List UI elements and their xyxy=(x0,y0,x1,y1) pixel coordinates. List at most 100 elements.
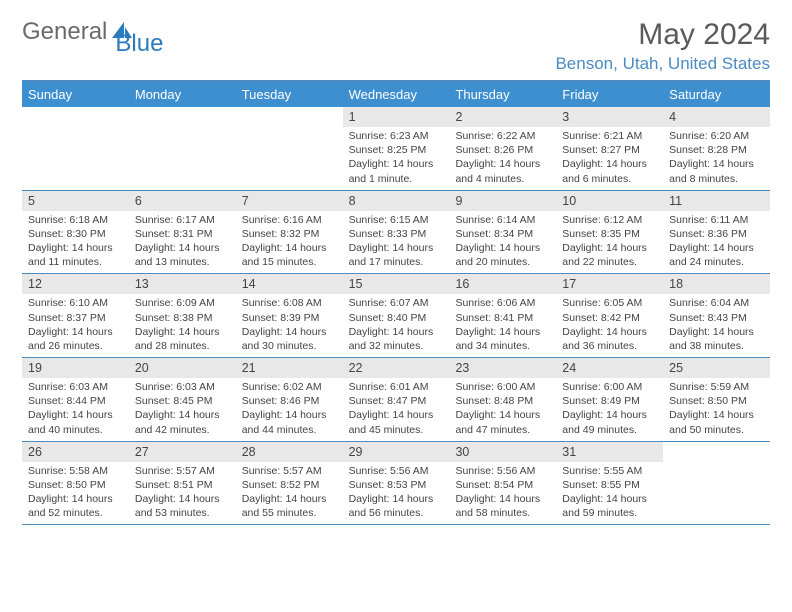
day-details: Sunrise: 5:55 AMSunset: 8:55 PMDaylight:… xyxy=(556,462,663,525)
day-empty xyxy=(22,107,129,190)
sunset-line: Sunset: 8:30 PM xyxy=(28,227,123,241)
daylight-line: Daylight: 14 hours and 1 minute. xyxy=(349,157,444,185)
sunset-line: Sunset: 8:25 PM xyxy=(349,143,444,157)
day-details: Sunrise: 6:10 AMSunset: 8:37 PMDaylight:… xyxy=(22,294,129,357)
sunrise-line: Sunrise: 6:16 AM xyxy=(242,213,337,227)
day-number: 4 xyxy=(663,107,770,127)
daylight-line: Daylight: 14 hours and 30 minutes. xyxy=(242,325,337,353)
daylight-line: Daylight: 14 hours and 24 minutes. xyxy=(669,241,764,269)
sunset-line: Sunset: 8:28 PM xyxy=(669,143,764,157)
daylight-line: Daylight: 14 hours and 40 minutes. xyxy=(28,408,123,436)
day-details: Sunrise: 6:11 AMSunset: 8:36 PMDaylight:… xyxy=(663,211,770,274)
day-details: Sunrise: 6:22 AMSunset: 8:26 PMDaylight:… xyxy=(449,127,556,190)
day-details: Sunrise: 5:57 AMSunset: 8:51 PMDaylight:… xyxy=(129,462,236,525)
sunset-line: Sunset: 8:36 PM xyxy=(669,227,764,241)
sunset-line: Sunset: 8:43 PM xyxy=(669,311,764,325)
day-6: 6Sunrise: 6:17 AMSunset: 8:31 PMDaylight… xyxy=(129,191,236,274)
week-row: 1Sunrise: 6:23 AMSunset: 8:25 PMDaylight… xyxy=(22,107,770,191)
week-row: 26Sunrise: 5:58 AMSunset: 8:50 PMDayligh… xyxy=(22,442,770,526)
sunset-line: Sunset: 8:26 PM xyxy=(455,143,550,157)
daylight-line: Daylight: 14 hours and 49 minutes. xyxy=(562,408,657,436)
sunset-line: Sunset: 8:52 PM xyxy=(242,478,337,492)
sunrise-line: Sunrise: 6:04 AM xyxy=(669,296,764,310)
day-16: 16Sunrise: 6:06 AMSunset: 8:41 PMDayligh… xyxy=(449,274,556,357)
day-number xyxy=(236,107,343,113)
day-details: Sunrise: 6:14 AMSunset: 8:34 PMDaylight:… xyxy=(449,211,556,274)
daylight-line: Daylight: 14 hours and 32 minutes. xyxy=(349,325,444,353)
day-12: 12Sunrise: 6:10 AMSunset: 8:37 PMDayligh… xyxy=(22,274,129,357)
sunset-line: Sunset: 8:35 PM xyxy=(562,227,657,241)
sunrise-line: Sunrise: 6:10 AM xyxy=(28,296,123,310)
day-details: Sunrise: 6:07 AMSunset: 8:40 PMDaylight:… xyxy=(343,294,450,357)
dow-saturday: Saturday xyxy=(663,82,770,107)
day-details: Sunrise: 6:00 AMSunset: 8:49 PMDaylight:… xyxy=(556,378,663,441)
sunrise-line: Sunrise: 6:00 AM xyxy=(455,380,550,394)
sunrise-line: Sunrise: 6:05 AM xyxy=(562,296,657,310)
day-15: 15Sunrise: 6:07 AMSunset: 8:40 PMDayligh… xyxy=(343,274,450,357)
sunrise-line: Sunrise: 6:08 AM xyxy=(242,296,337,310)
dow-wednesday: Wednesday xyxy=(343,82,450,107)
sunset-line: Sunset: 8:47 PM xyxy=(349,394,444,408)
day-details: Sunrise: 6:23 AMSunset: 8:25 PMDaylight:… xyxy=(343,127,450,190)
daylight-line: Daylight: 14 hours and 47 minutes. xyxy=(455,408,550,436)
day-number: 9 xyxy=(449,191,556,211)
week-row: 19Sunrise: 6:03 AMSunset: 8:44 PMDayligh… xyxy=(22,358,770,442)
day-number: 8 xyxy=(343,191,450,211)
logo-word1: General xyxy=(22,18,107,46)
day-number: 24 xyxy=(556,358,663,378)
day-details: Sunrise: 6:09 AMSunset: 8:38 PMDaylight:… xyxy=(129,294,236,357)
day-empty xyxy=(663,442,770,525)
sunset-line: Sunset: 8:38 PM xyxy=(135,311,230,325)
week-row: 12Sunrise: 6:10 AMSunset: 8:37 PMDayligh… xyxy=(22,274,770,358)
day-details: Sunrise: 5:56 AMSunset: 8:54 PMDaylight:… xyxy=(449,462,556,525)
sunrise-line: Sunrise: 6:18 AM xyxy=(28,213,123,227)
day-5: 5Sunrise: 6:18 AMSunset: 8:30 PMDaylight… xyxy=(22,191,129,274)
day-22: 22Sunrise: 6:01 AMSunset: 8:47 PMDayligh… xyxy=(343,358,450,441)
day-number: 13 xyxy=(129,274,236,294)
day-details: Sunrise: 5:56 AMSunset: 8:53 PMDaylight:… xyxy=(343,462,450,525)
day-9: 9Sunrise: 6:14 AMSunset: 8:34 PMDaylight… xyxy=(449,191,556,274)
day-number: 6 xyxy=(129,191,236,211)
day-number: 3 xyxy=(556,107,663,127)
day-number: 1 xyxy=(343,107,450,127)
day-23: 23Sunrise: 6:00 AMSunset: 8:48 PMDayligh… xyxy=(449,358,556,441)
day-number: 12 xyxy=(22,274,129,294)
day-details: Sunrise: 6:12 AMSunset: 8:35 PMDaylight:… xyxy=(556,211,663,274)
day-11: 11Sunrise: 6:11 AMSunset: 8:36 PMDayligh… xyxy=(663,191,770,274)
day-number: 2 xyxy=(449,107,556,127)
daylight-line: Daylight: 14 hours and 53 minutes. xyxy=(135,492,230,520)
daylight-line: Daylight: 14 hours and 13 minutes. xyxy=(135,241,230,269)
day-details: Sunrise: 6:18 AMSunset: 8:30 PMDaylight:… xyxy=(22,211,129,274)
sunset-line: Sunset: 8:27 PM xyxy=(562,143,657,157)
day-number: 5 xyxy=(22,191,129,211)
day-details: Sunrise: 6:00 AMSunset: 8:48 PMDaylight:… xyxy=(449,378,556,441)
day-13: 13Sunrise: 6:09 AMSunset: 8:38 PMDayligh… xyxy=(129,274,236,357)
day-details: Sunrise: 5:59 AMSunset: 8:50 PMDaylight:… xyxy=(663,378,770,441)
sunset-line: Sunset: 8:40 PM xyxy=(349,311,444,325)
day-30: 30Sunrise: 5:56 AMSunset: 8:54 PMDayligh… xyxy=(449,442,556,525)
day-empty xyxy=(236,107,343,190)
sunset-line: Sunset: 8:32 PM xyxy=(242,227,337,241)
day-17: 17Sunrise: 6:05 AMSunset: 8:42 PMDayligh… xyxy=(556,274,663,357)
day-number: 26 xyxy=(22,442,129,462)
daylight-line: Daylight: 14 hours and 45 minutes. xyxy=(349,408,444,436)
day-details: Sunrise: 6:01 AMSunset: 8:47 PMDaylight:… xyxy=(343,378,450,441)
day-of-week-row: SundayMondayTuesdayWednesdayThursdayFrid… xyxy=(22,82,770,107)
sunset-line: Sunset: 8:33 PM xyxy=(349,227,444,241)
sunrise-line: Sunrise: 5:55 AM xyxy=(562,464,657,478)
week-row: 5Sunrise: 6:18 AMSunset: 8:30 PMDaylight… xyxy=(22,191,770,275)
day-1: 1Sunrise: 6:23 AMSunset: 8:25 PMDaylight… xyxy=(343,107,450,190)
daylight-line: Daylight: 14 hours and 50 minutes. xyxy=(669,408,764,436)
daylight-line: Daylight: 14 hours and 34 minutes. xyxy=(455,325,550,353)
day-27: 27Sunrise: 5:57 AMSunset: 8:51 PMDayligh… xyxy=(129,442,236,525)
day-number: 16 xyxy=(449,274,556,294)
daylight-line: Daylight: 14 hours and 42 minutes. xyxy=(135,408,230,436)
sunset-line: Sunset: 8:37 PM xyxy=(28,311,123,325)
day-number: 14 xyxy=(236,274,343,294)
day-29: 29Sunrise: 5:56 AMSunset: 8:53 PMDayligh… xyxy=(343,442,450,525)
day-26: 26Sunrise: 5:58 AMSunset: 8:50 PMDayligh… xyxy=(22,442,129,525)
day-number: 19 xyxy=(22,358,129,378)
sunrise-line: Sunrise: 5:57 AM xyxy=(242,464,337,478)
day-number: 17 xyxy=(556,274,663,294)
sunrise-line: Sunrise: 6:23 AM xyxy=(349,129,444,143)
